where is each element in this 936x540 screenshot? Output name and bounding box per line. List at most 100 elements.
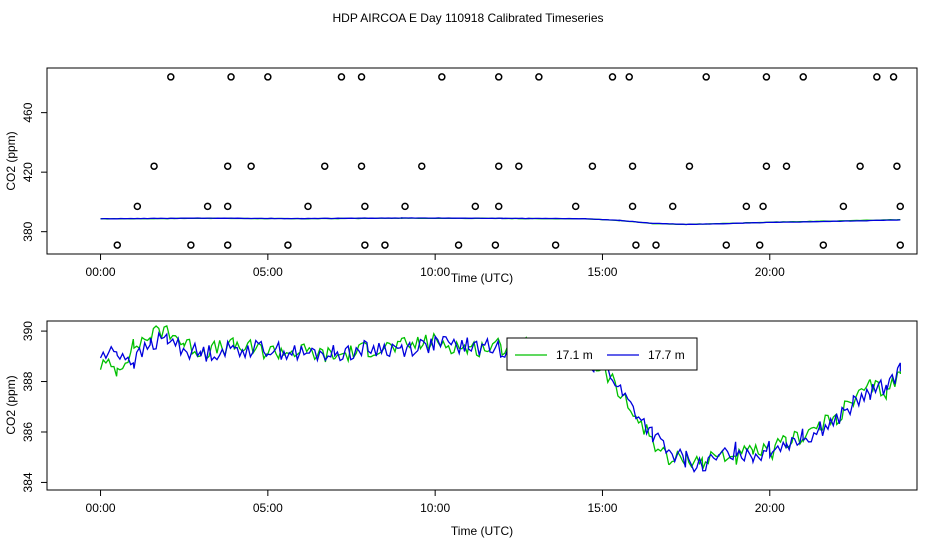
- upper-x-tick-label: 10:00: [420, 265, 450, 279]
- upper-scatter-points: [113, 73, 905, 249]
- scatter-point: [167, 73, 175, 81]
- scatter-point: [799, 73, 807, 81]
- scatter-point: [357, 162, 366, 170]
- scatter-point: [571, 202, 580, 211]
- lower-x-axis: 00:00 05:00 10:00 15:00 20:00: [86, 490, 785, 515]
- lower-panel: 00:00 05:00 10:00 15:00 20:00 384 386 388 390 T…: [4, 320, 918, 538]
- legend: 17.1 m 17.7 m: [506, 337, 698, 371]
- lower-series-lines: [99, 325, 901, 473]
- lower-plot-frame: [46, 320, 918, 491]
- scatter-point: [438, 73, 446, 81]
- scatter-point: [759, 202, 767, 211]
- scatter-point: [494, 162, 503, 170]
- scatter-point: [361, 241, 369, 249]
- lower-y-tick-label: 386: [21, 422, 35, 442]
- upper-x-axis-label: Time (UTC): [451, 271, 513, 285]
- scatter-point: [223, 241, 232, 249]
- scatter-point: [284, 241, 292, 249]
- scatter-point: [187, 241, 195, 249]
- scatter-point: [133, 202, 142, 211]
- scatter-point: [454, 241, 463, 249]
- legend-box: [506, 337, 698, 371]
- legend-label-17-1m: 17.1 m: [556, 348, 593, 362]
- scatter-point: [856, 162, 864, 170]
- scatter-point: [588, 162, 597, 170]
- scatter-point: [839, 202, 848, 211]
- lower-x-tick-label: 20:00: [755, 501, 785, 515]
- scatter-point: [223, 202, 232, 211]
- scatter-point: [608, 73, 617, 81]
- scatter-point: [782, 162, 791, 170]
- upper-x-axis: 00:00 05:00 10:00 15:00 20:00: [86, 254, 785, 279]
- scatter-point: [625, 73, 633, 81]
- scatter-point: [702, 73, 710, 81]
- upper-series-line-green: [100, 217, 901, 226]
- scatter-point: [628, 162, 637, 170]
- scatter-point: [304, 202, 312, 211]
- scatter-point: [893, 162, 901, 170]
- upper-plot-frame: [46, 67, 918, 255]
- lower-x-tick-label: 15:00: [587, 501, 617, 515]
- lower-y-axis-label: CO2 (ppm): [4, 375, 18, 434]
- lower-x-axis-label: Time (UTC): [451, 524, 513, 538]
- scatter-point: [722, 241, 731, 249]
- upper-series-line-blue: [100, 217, 901, 226]
- lower-y-axis: 384 386 388 390: [21, 321, 47, 492]
- scatter-point: [652, 241, 660, 249]
- upper-y-axis: 380 420 460: [21, 102, 47, 242]
- scatter-point: [632, 241, 640, 249]
- scatter-point: [896, 202, 905, 211]
- lower-x-tick-label: 00:00: [86, 501, 116, 515]
- scatter-point: [203, 202, 212, 211]
- upper-x-tick-label: 15:00: [587, 265, 617, 279]
- scatter-point: [491, 241, 500, 249]
- lower-x-tick-label: 10:00: [420, 501, 450, 515]
- lower-y-tick-label: 388: [21, 371, 35, 391]
- upper-y-axis-label: CO2 (ppm): [4, 131, 18, 190]
- scatter-point: [337, 73, 346, 81]
- scatter-point: [320, 162, 329, 170]
- chart-title: HDP AIRCOA E Day 110918 Calibrated Times…: [332, 11, 603, 25]
- scatter-point: [762, 73, 771, 81]
- scatter-point: [889, 73, 898, 81]
- scatter-point: [873, 73, 881, 81]
- scatter-point: [494, 202, 503, 211]
- upper-y-tick-label: 380: [21, 221, 35, 241]
- scatter-point: [551, 241, 560, 249]
- upper-y-tick-label: 420: [21, 162, 35, 182]
- upper-panel: 00:00 05:00 10:00 15:00 20:00 380 420 460 Time…: [4, 67, 918, 285]
- scatter-point: [150, 162, 158, 170]
- scatter-point: [361, 202, 369, 211]
- upper-x-tick-label: 05:00: [253, 265, 283, 279]
- lower-y-tick-label: 384: [21, 472, 35, 492]
- upper-x-tick-label: 20:00: [755, 265, 785, 279]
- legend-label-17-7m: 17.7 m: [648, 348, 685, 362]
- scatter-point: [418, 162, 426, 170]
- lower-series-line-17-1-m: [99, 325, 901, 470]
- scatter-point: [223, 162, 232, 170]
- lower-series-line-17-7-m: [99, 330, 901, 473]
- scatter-point: [668, 202, 677, 211]
- upper-x-tick-label: 00:00: [86, 265, 116, 279]
- scatter-point: [896, 241, 905, 249]
- scatter-point: [494, 73, 503, 81]
- scatter-point: [685, 162, 694, 170]
- upper-series-lines: [100, 217, 901, 226]
- lower-y-tick-label: 390: [21, 321, 35, 341]
- scatter-point: [247, 162, 255, 170]
- scatter-point: [381, 241, 389, 249]
- scatter-point: [762, 162, 771, 170]
- lower-x-tick-label: 05:00: [253, 501, 283, 515]
- scatter-point: [471, 202, 480, 211]
- scatter-point: [357, 73, 366, 81]
- scatter-point: [401, 202, 409, 211]
- scatter-point: [628, 202, 637, 211]
- upper-y-tick-label: 460: [21, 102, 35, 122]
- scatter-point: [535, 73, 543, 81]
- scatter-point: [755, 241, 764, 249]
- scatter-point: [819, 241, 828, 249]
- scatter-point: [742, 202, 751, 211]
- scatter-point: [264, 73, 272, 81]
- scatter-point: [113, 241, 122, 249]
